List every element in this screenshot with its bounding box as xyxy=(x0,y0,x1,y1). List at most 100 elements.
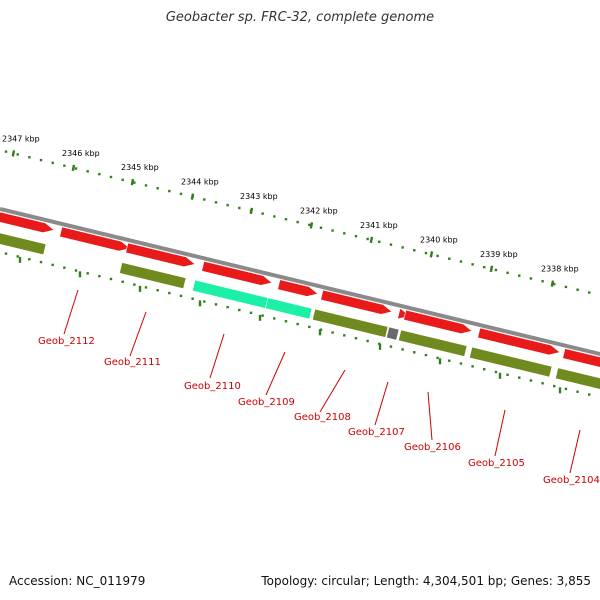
tick-dot xyxy=(168,189,171,193)
forward-gene-arrow xyxy=(403,309,473,334)
tick-dot xyxy=(436,356,439,360)
tick-dot xyxy=(249,311,253,315)
reverse-gene-block xyxy=(265,297,313,320)
tick-dot xyxy=(4,252,8,255)
tick-dot xyxy=(378,342,381,346)
tick-dot xyxy=(39,260,43,264)
reverse-genes-layer xyxy=(0,232,600,390)
tick-dot xyxy=(98,172,101,176)
tick-dot xyxy=(16,255,19,258)
tick-dot xyxy=(564,387,568,391)
tick-dot xyxy=(459,362,463,365)
kbp-label: 2338 kbp xyxy=(541,265,579,274)
gene-label: Geob_2112 xyxy=(38,336,95,347)
tick-dot xyxy=(168,291,171,295)
forward-gene-arrow xyxy=(201,260,273,286)
gene-leader-line xyxy=(319,369,346,413)
tick-dot xyxy=(588,393,591,396)
backbone-line xyxy=(0,207,600,357)
tick-dot xyxy=(74,167,78,170)
tick-dot xyxy=(354,336,358,340)
tick-dots-layer xyxy=(4,150,591,396)
reverse-gene-block xyxy=(386,326,400,341)
tick-dot xyxy=(203,198,206,201)
tick-dot xyxy=(133,181,136,184)
forward-gene-arrow xyxy=(562,348,600,368)
tick-dot xyxy=(109,175,113,179)
tick-dot xyxy=(144,184,148,187)
tick-dot xyxy=(448,359,451,362)
gene-leader-line xyxy=(63,289,79,335)
major-tick xyxy=(369,236,374,244)
tick-dot xyxy=(529,379,533,382)
tick-dot xyxy=(308,325,311,329)
tick-dot xyxy=(28,156,31,159)
major-tick xyxy=(190,193,195,200)
tick-dot xyxy=(494,268,498,272)
kbp-label: 2340 kbp xyxy=(420,235,458,244)
tick-dot xyxy=(226,305,229,309)
tick-dot xyxy=(214,201,218,204)
tick-dot xyxy=(389,243,393,246)
major-tick xyxy=(550,280,555,287)
tick-dot xyxy=(459,260,463,263)
major-tick xyxy=(309,222,314,229)
reverse-gene-block xyxy=(312,308,389,338)
tick-dot xyxy=(238,206,241,210)
gene-labels-layer: Geob_2112 Geob_2111 Geob_2110 Geob_2109 Geob… xyxy=(38,289,600,486)
gene-label: Geob_2109 xyxy=(238,397,295,408)
tick-dot xyxy=(576,390,579,393)
tick-dot xyxy=(284,218,288,221)
tick-dot xyxy=(39,158,43,162)
tick-dot xyxy=(133,283,136,286)
tick-dot xyxy=(506,271,509,275)
tick-dot xyxy=(63,164,66,167)
tick-dot xyxy=(214,303,218,306)
major-tick xyxy=(71,164,76,172)
tick-dot xyxy=(471,365,474,368)
tick-dot xyxy=(156,187,159,190)
tick-dot xyxy=(261,314,264,317)
tick-dot xyxy=(179,192,183,196)
tick-dot xyxy=(109,277,113,281)
tick-dot xyxy=(541,280,544,283)
backbone-layer xyxy=(0,207,600,357)
kbp-labels-layer: 2347 kbp 2346 kbp 2345 kbp 2344 kbp 2343 kbp… xyxy=(2,134,579,273)
tick-dot xyxy=(471,263,474,266)
gene-label: Geob_2105 xyxy=(468,458,525,469)
gene-label: Geob_2104 xyxy=(543,475,600,486)
gene-label: Geob_2108 xyxy=(294,412,351,423)
gene-leader-line xyxy=(129,311,147,357)
tick-dot xyxy=(331,331,334,334)
tick-dot xyxy=(389,345,393,348)
tick-dot xyxy=(121,178,124,181)
map-title: Geobacter sp. FRC-32, complete genome xyxy=(165,10,435,25)
tick-dot xyxy=(354,234,358,238)
tick-dot xyxy=(273,215,276,218)
tick-dot xyxy=(494,370,498,374)
gene-leader-line xyxy=(569,429,581,474)
kbp-label: 2343 kbp xyxy=(240,192,278,201)
reverse-gene-block xyxy=(398,329,468,357)
forward-gene-arrow xyxy=(125,242,196,268)
tick-dot xyxy=(296,220,299,224)
reverse-gene-block xyxy=(469,346,553,378)
tick-dot xyxy=(483,265,486,269)
kbp-label: 2344 kbp xyxy=(181,178,219,187)
tick-dot xyxy=(564,285,568,289)
kbp-label: 2341 kbp xyxy=(360,221,398,230)
tick-dot xyxy=(144,286,148,289)
tick-dot xyxy=(319,226,323,229)
tick-dot xyxy=(284,320,288,323)
gene-label: Geob_2106 xyxy=(404,442,461,453)
tick-dot xyxy=(553,282,556,286)
tick-dot xyxy=(226,203,229,207)
tick-dot xyxy=(16,153,19,156)
kbp-label: 2346 kbp xyxy=(62,149,100,158)
reverse-gene-block xyxy=(555,367,600,390)
tick-dot xyxy=(553,384,556,388)
gene-leader-line xyxy=(427,391,433,441)
tick-dot xyxy=(588,291,591,294)
tick-dot xyxy=(518,274,521,277)
tick-dot xyxy=(448,257,451,260)
